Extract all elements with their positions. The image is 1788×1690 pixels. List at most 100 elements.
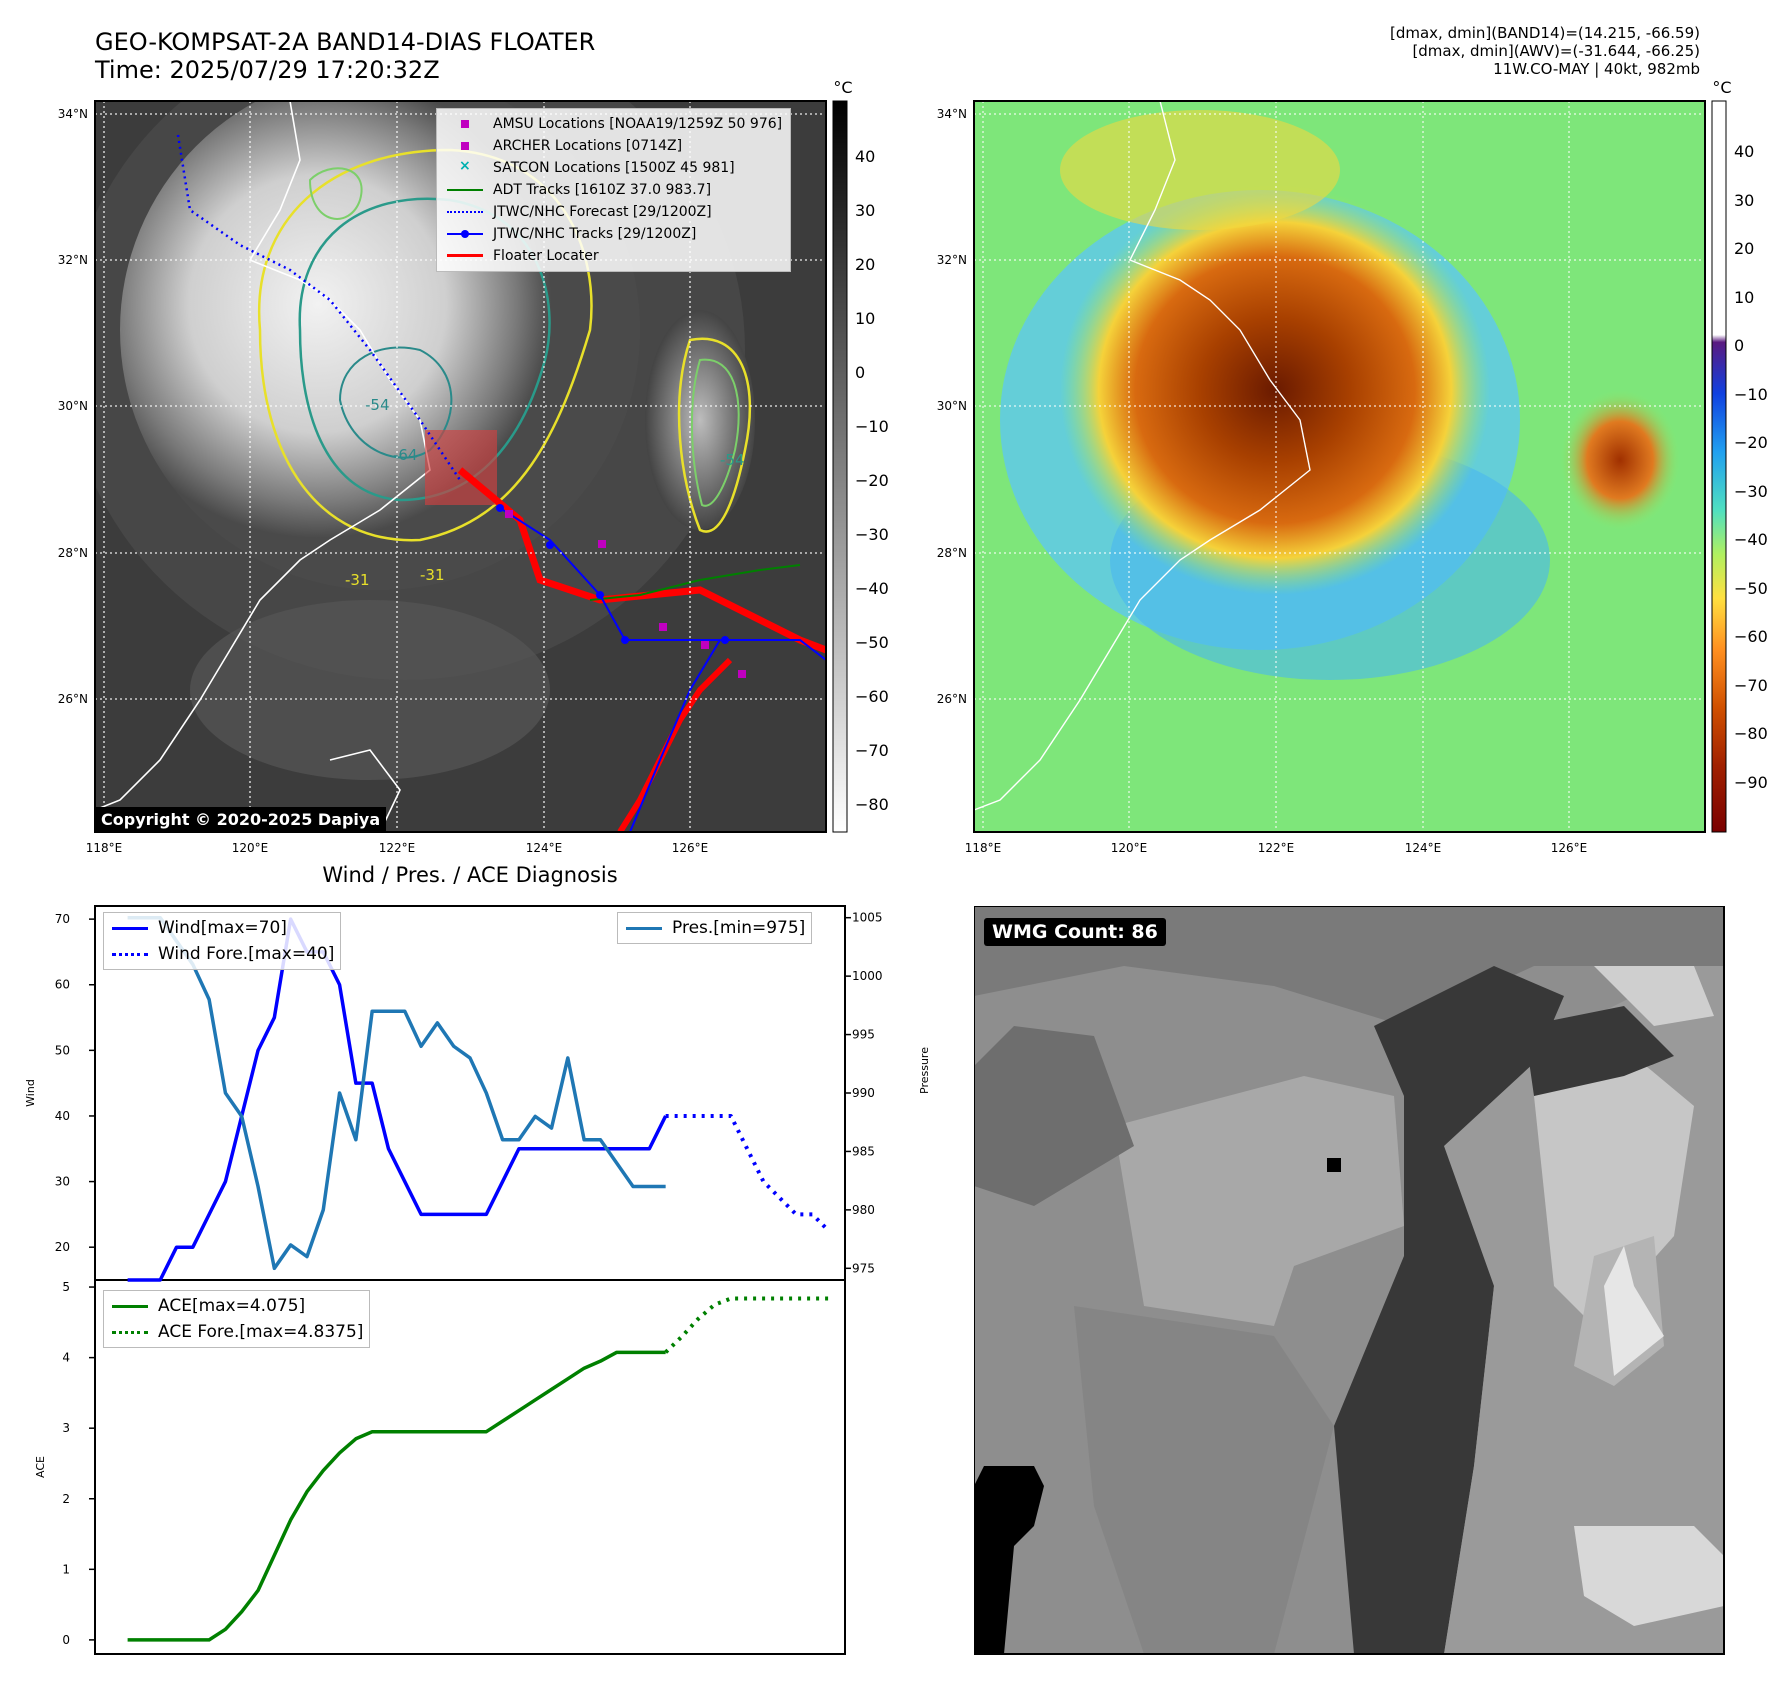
contour-label: -31 [420,566,445,584]
lat-label: 34°N [937,107,967,121]
lon-label: 118°E [86,841,123,855]
colorbar-tick: 20 [855,255,875,274]
pressure-legend: Pres.[min=975] [617,912,813,944]
awv-colorbar-ticks: 40 30 20 10 0 −10 −20 −30 −40 −50 −60 −7… [1734,142,1768,792]
lat-label: 26°N [58,692,88,706]
legend-item-wind-fore: Wind Fore.[max=40] [110,941,334,967]
lon-label: 124°E [1405,841,1442,855]
ace-axis-label: ACE [34,1456,47,1478]
colorbar-tick: −30 [855,525,889,544]
pressure-tick-label: 975 [852,1261,875,1275]
awv-imagery [974,101,1705,832]
ir-map-frame [94,100,827,833]
lon-label: 122°E [1258,841,1295,855]
contour-label: -54 [720,451,745,469]
pressure-tick-label: 1005 [852,911,883,925]
legend-item-pressure: Pres.[min=975] [624,915,805,941]
pressure-tick-label: 990 [852,1086,875,1100]
lon-label: 118°E [965,841,1002,855]
awv-colorbar [1711,100,1727,833]
pressure-tick-label: 985 [852,1144,875,1158]
colorbar-tick: −50 [1734,579,1768,598]
legend-label: Pres.[min=975] [672,918,806,938]
wind-legend: Wind[max=70] Wind Fore.[max=40] [103,912,342,970]
lon-label: 126°E [672,841,709,855]
colorbar-tick: 30 [855,201,875,220]
figure-title: GEO-KOMPSAT-2A BAND14-DIAS FLOATER Time:… [95,28,595,84]
colorbar-tick: −70 [1734,676,1768,695]
wmg-panel [974,906,1725,1655]
legend-label: JTWC/NHC Forecast [29/1200Z] [493,204,712,220]
ace-series-line [127,1350,666,1642]
awv-map-frame [973,100,1706,833]
ace-tick-label: 4 [62,1351,70,1365]
wind-tick-label: 70 [55,912,70,926]
legend-label: ARCHER Locations [0714Z] [493,138,683,154]
ir-colorbar-ticks: 40 30 20 10 0 −10 −20 −30 −40 −50 −60 −7… [855,147,889,814]
ir-colorbar [832,100,848,833]
lat-label: 26°N [937,692,967,706]
colorbar-tick: 10 [1734,288,1754,307]
wind-tick-label: 50 [55,1043,70,1057]
colorbar-tick: −50 [855,633,889,652]
colorbar-tick: 40 [1734,142,1754,161]
legend-item-floater: Floater Locater [445,245,782,267]
colorbar-tick: −40 [855,579,889,598]
ir-legend: AMSU Locations [NOAA19/1259Z 50 976] ARC… [436,108,792,272]
colorbar-tick: −90 [1734,773,1768,792]
colorbar-tick: 20 [1734,239,1754,258]
colorbar-tick: 0 [855,363,865,382]
ace-forecast-series-line [664,1296,829,1354]
diagnosis-title: Wind / Pres. / ACE Diagnosis [322,863,618,887]
x-marker-icon: × [459,158,471,174]
legend-label: Wind[max=70] [158,918,287,938]
colorbar-tick: 40 [855,147,875,166]
colorbar-tick: −80 [855,795,889,814]
dotted-line-icon [445,205,485,219]
ir-lon-labels: 118°E 120°E 122°E 124°E 126°E [86,841,709,855]
lat-label: 32°N [58,253,88,267]
colorbar-tick: −60 [855,687,889,706]
square-marker-icon [445,139,485,153]
legend-item-satcon: × SATCON Locations [1500Z 45 981] [445,157,782,179]
info-line-3: 11W.CO-MAY | 40kt, 982mb [1493,60,1700,78]
ace-tick-label: 1 [62,1562,70,1576]
colorbar-tick: −80 [1734,724,1768,743]
wind-tick-label: 60 [55,978,70,992]
awv-lat-labels: 34°N 32°N 30°N 28°N 26°N [937,107,967,706]
lon-label: 120°E [1111,841,1148,855]
colorbar-tick: −30 [1734,482,1768,501]
pressure-axis-label-outer: Pressure [918,1047,931,1094]
lon-label: 122°E [379,841,416,855]
line-icon [445,249,485,263]
info-line-1: [dmax, dmin](BAND14)=(14.215, -66.59) [1389,24,1700,42]
wmg-count-badge: WMG Count: 86 [984,918,1166,946]
wind-tick-label: 40 [55,1109,70,1123]
legend-label: ACE Fore.[max=4.8375] [158,1322,364,1342]
line-icon [110,1299,150,1313]
lon-label: 124°E [526,841,563,855]
colorbar-tick: −40 [1734,530,1768,549]
pressure-tick-label: 980 [852,1203,875,1217]
dotted-line-icon [110,947,150,961]
legend-label: SATCON Locations [1500Z 45 981] [493,160,735,176]
colorbar-tick: −10 [1734,385,1768,404]
legend-label: JTWC/NHC Tracks [29/1200Z] [493,226,697,242]
lat-label: 30°N [58,399,88,413]
wind-axis-label: Wind [24,1079,37,1107]
legend-item-amsu: AMSU Locations [NOAA19/1259Z 50 976] [445,113,782,135]
storm-info: [dmax, dmin](BAND14)=(14.215, -66.59) [d… [1390,24,1700,78]
ace-legend: ACE[max=4.075] ACE Fore.[max=4.8375] [103,1290,371,1348]
lat-label: 28°N [937,546,967,560]
line-icon [445,183,485,197]
legend-item-ace: ACE[max=4.075] [110,1293,363,1319]
colorbar-tick: 0 [1734,336,1744,355]
legend-item-wind: Wind[max=70] [110,915,334,941]
contour-label: -31 [345,571,370,589]
colorbar-tick: 30 [1734,191,1754,210]
legend-item-jtwc-tracks: JTWC/NHC Tracks [29/1200Z] [445,223,782,245]
ir-colorbar-unit: °C [833,78,852,97]
colorbar-tick: −70 [855,741,889,760]
copyright-badge: Copyright © 2020-2025 Dapiya [95,807,387,832]
legend-item-jtwc-forecast: JTWC/NHC Forecast [29/1200Z] [445,201,782,223]
